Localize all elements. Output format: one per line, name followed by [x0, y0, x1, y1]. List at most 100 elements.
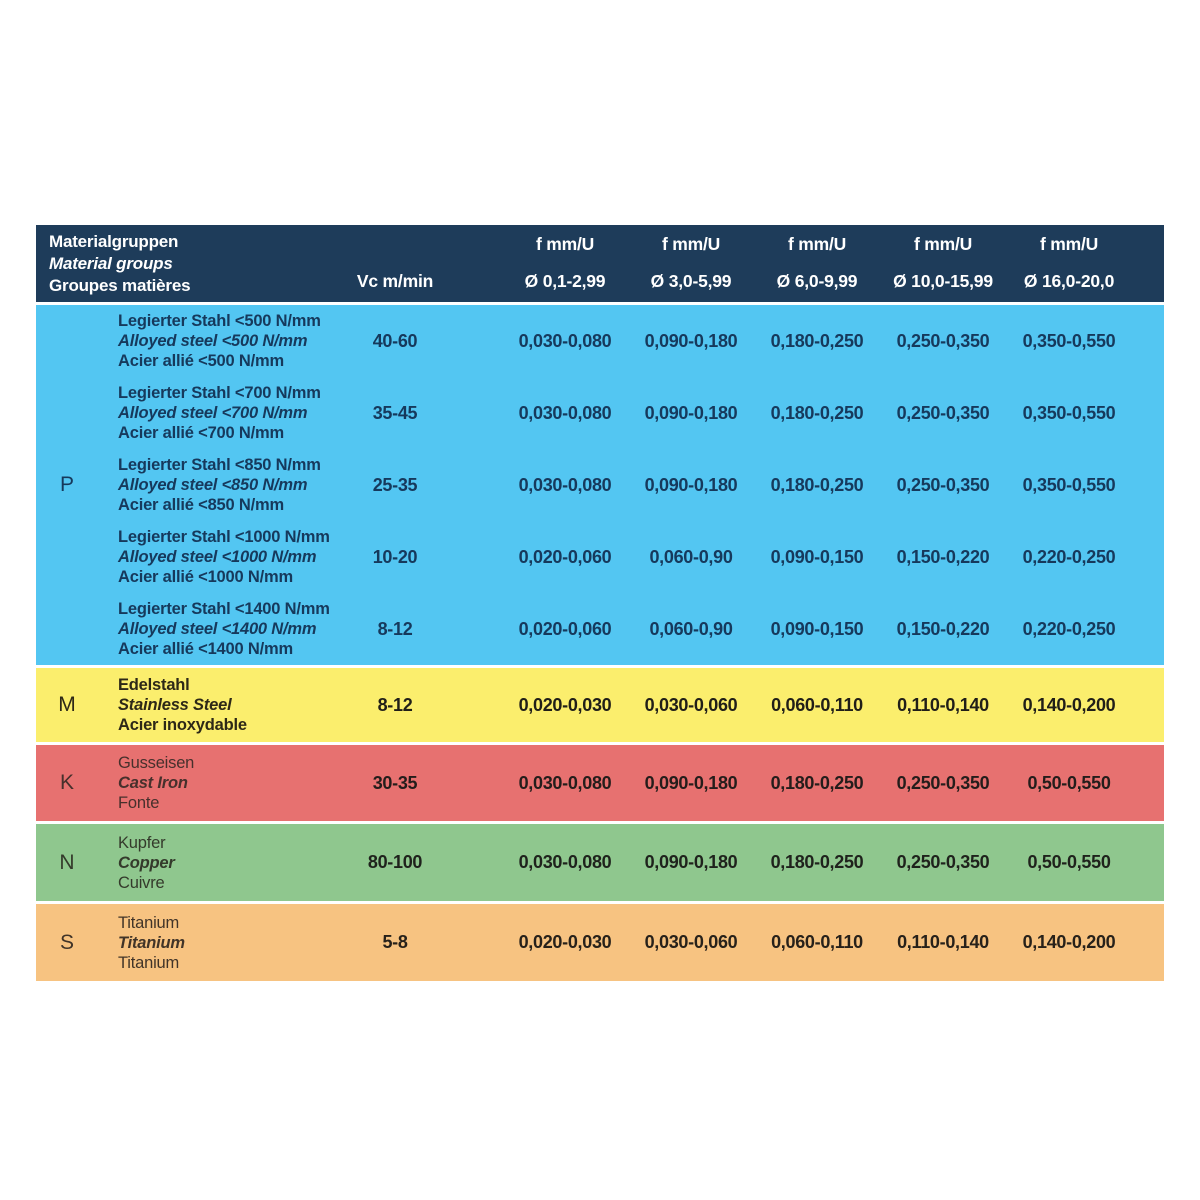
group-section-m: M Edelstahl Stainless Steel Acier inoxydabl…	[36, 668, 1164, 742]
feed-value: 0,150-0,220	[896, 546, 990, 567]
material-name-en: Cast Iron	[118, 774, 188, 792]
material-name-cell: Titanium Titanium Titanium	[110, 913, 330, 973]
feed-value: 0,110-0,140	[897, 932, 989, 952]
material-name-cell: Kupfer Copper Cuivre	[110, 833, 330, 893]
group-section-k: K Gusseisen Cast Iron Fonte 30-35 0,030-0,080…	[36, 745, 1164, 821]
diameter-range-label: Ø 0,1-2,99	[524, 271, 606, 291]
material-name-cell: Legierter Stahl <1000 N/mm Alloyed steel …	[110, 527, 330, 587]
feed-value: 0,140-0,200	[1022, 932, 1116, 952]
feed-value: 0,110-0,140	[897, 694, 989, 715]
feed-column-header: f mm/U Ø 10,0-15,99	[880, 225, 1006, 302]
feed-value: 0,090-0,180	[644, 402, 738, 423]
material-name-fr: Acier inoxydable	[118, 716, 247, 734]
feed-value: 0,030-0,080	[518, 852, 612, 872]
vc-value: 5-8	[382, 932, 408, 952]
feed-value: 0,020-0,060	[518, 618, 612, 639]
feed-value: 0,090-0,150	[770, 618, 864, 639]
material-name-en: Alloyed steel <1000 N/mm	[118, 548, 317, 566]
feed-value: 0,030-0,080	[518, 772, 612, 793]
feed-column-header: f mm/U Ø 0,1-2,99	[502, 225, 628, 302]
vc-value: 8-12	[377, 618, 413, 639]
diameter-range-label: Ø 3,0-5,99	[650, 271, 732, 291]
feed-unit-label: f mm/U	[1039, 234, 1099, 254]
material-name-fr: Acier allié <500 N/mm	[118, 352, 284, 370]
diameter-range-label: Ø 10,0-15,99	[893, 271, 993, 291]
group-section-s: S Titanium Titanium Titanium 5-8 0,020-0,030 0…	[36, 904, 1164, 981]
material-name-fr: Acier allié <850 N/mm	[118, 496, 284, 514]
feed-rate-table: Materialgruppen Material groups Groupes …	[36, 225, 1164, 984]
table-row: Legierter Stahl <700 N/mm Alloyed steel <…	[36, 377, 1164, 449]
feed-value: 0,50-0,550	[1027, 852, 1111, 872]
material-name-fr: Acier allié <1400 N/mm	[118, 640, 293, 658]
vc-value: 25-35	[372, 474, 418, 495]
feed-unit-label: f mm/U	[661, 234, 721, 254]
table-row: Gusseisen Cast Iron Fonte 30-35 0,030-0,080 0…	[36, 745, 1164, 821]
feed-value: 0,030-0,060	[644, 694, 738, 715]
table-row: Legierter Stahl <1000 N/mm Alloyed steel …	[36, 521, 1164, 593]
material-groups-label-fr: Groupes matières	[49, 276, 191, 295]
feed-value: 0,090-0,150	[770, 546, 864, 567]
feed-unit-label: f mm/U	[913, 234, 973, 254]
material-name-de: Gusseisen	[118, 754, 195, 772]
table-header: Materialgruppen Material groups Groupes …	[36, 225, 1164, 302]
diameter-range-label: Ø 6,0-9,99	[776, 271, 858, 291]
feed-value: 0,150-0,220	[896, 618, 990, 639]
feed-value: 0,020-0,060	[518, 546, 612, 567]
group-letter: K	[59, 771, 74, 794]
material-name-fr: Acier allié <700 N/mm	[118, 424, 284, 442]
table-body: P Legierter Stahl <500 N/mm Alloyed steel …	[36, 305, 1164, 981]
feed-column-header: f mm/U Ø 6,0-9,99	[754, 225, 880, 302]
feed-value: 0,250-0,350	[896, 474, 990, 495]
feed-column-header: f mm/U Ø 3,0-5,99	[628, 225, 754, 302]
feed-value: 0,250-0,350	[896, 852, 990, 872]
group-section-p: P Legierter Stahl <500 N/mm Alloyed steel …	[36, 305, 1164, 665]
feed-value: 0,140-0,200	[1022, 694, 1116, 715]
material-name-cell: Edelstahl Stainless Steel Acier inoxydable	[110, 675, 330, 735]
vc-value: 8-12	[377, 694, 413, 715]
material-name-de: Kupfer	[118, 833, 166, 852]
group-letter: P	[59, 473, 74, 496]
material-groups-label-de: Materialgruppen	[49, 232, 179, 251]
group-letter: M	[58, 693, 76, 716]
material-groups-header: Materialgruppen Material groups Groupes …	[36, 225, 330, 302]
material-name-de: Edelstahl	[118, 676, 190, 694]
material-name-de: Legierter Stahl <850 N/mm	[118, 456, 321, 474]
feed-value: 0,50-0,550	[1027, 772, 1111, 793]
table-row: Titanium Titanium Titanium 5-8 0,020-0,030 0,…	[36, 904, 1164, 981]
material-name-en: Alloyed steel <1400 N/mm	[118, 620, 317, 638]
material-name-en: Titanium	[118, 933, 185, 952]
table-row: Legierter Stahl <1400 N/mm Alloyed steel …	[36, 593, 1164, 665]
feed-value: 0,090-0,180	[644, 772, 738, 793]
material-name-en: Alloyed steel <700 N/mm	[118, 404, 308, 422]
material-name-fr: Cuivre	[118, 873, 165, 892]
header-end-pad	[1132, 225, 1164, 302]
feed-value: 0,030-0,060	[644, 932, 738, 952]
feed-value: 0,350-0,550	[1022, 402, 1116, 423]
material-name-cell: Gusseisen Cast Iron Fonte	[110, 753, 330, 813]
feed-unit-label: f mm/U	[535, 234, 595, 254]
material-name-fr: Titanium	[118, 953, 180, 972]
feed-value: 0,030-0,080	[518, 402, 612, 423]
group-section-n: N Kupfer Copper Cuivre 80-100 0,030-0,080 0,09…	[36, 824, 1164, 901]
feed-value: 0,180-0,250	[770, 772, 864, 793]
feed-column-header: f mm/U Ø 16,0-20,0	[1006, 225, 1132, 302]
material-name-de: Titanium	[118, 913, 180, 932]
material-name-fr: Acier allié <1000 N/mm	[118, 568, 293, 586]
table-row: Legierter Stahl <500 N/mm Alloyed steel <…	[36, 305, 1164, 377]
feed-value: 0,180-0,250	[770, 474, 864, 495]
material-name-cell: Legierter Stahl <500 N/mm Alloyed steel <…	[110, 311, 330, 371]
material-name-de: Legierter Stahl <1400 N/mm	[118, 600, 330, 618]
feed-value: 0,180-0,250	[770, 330, 864, 351]
feed-value: 0,180-0,250	[770, 402, 864, 423]
feed-value: 0,060-0,90	[649, 618, 733, 639]
table-row: Edelstahl Stainless Steel Acier inoxydable…	[36, 668, 1164, 742]
material-name-en: Alloyed steel <500 N/mm	[118, 332, 308, 350]
material-groups-label-en: Material groups	[49, 254, 173, 273]
cutting-speed-column-header: Vc m/min	[356, 271, 434, 291]
feed-value: 0,090-0,180	[644, 474, 738, 495]
feed-value: 0,030-0,080	[518, 474, 612, 495]
feed-value: 0,020-0,030	[518, 694, 612, 715]
table-row: Legierter Stahl <850 N/mm Alloyed steel <…	[36, 449, 1164, 521]
material-name-en: Alloyed steel <850 N/mm	[118, 476, 308, 494]
